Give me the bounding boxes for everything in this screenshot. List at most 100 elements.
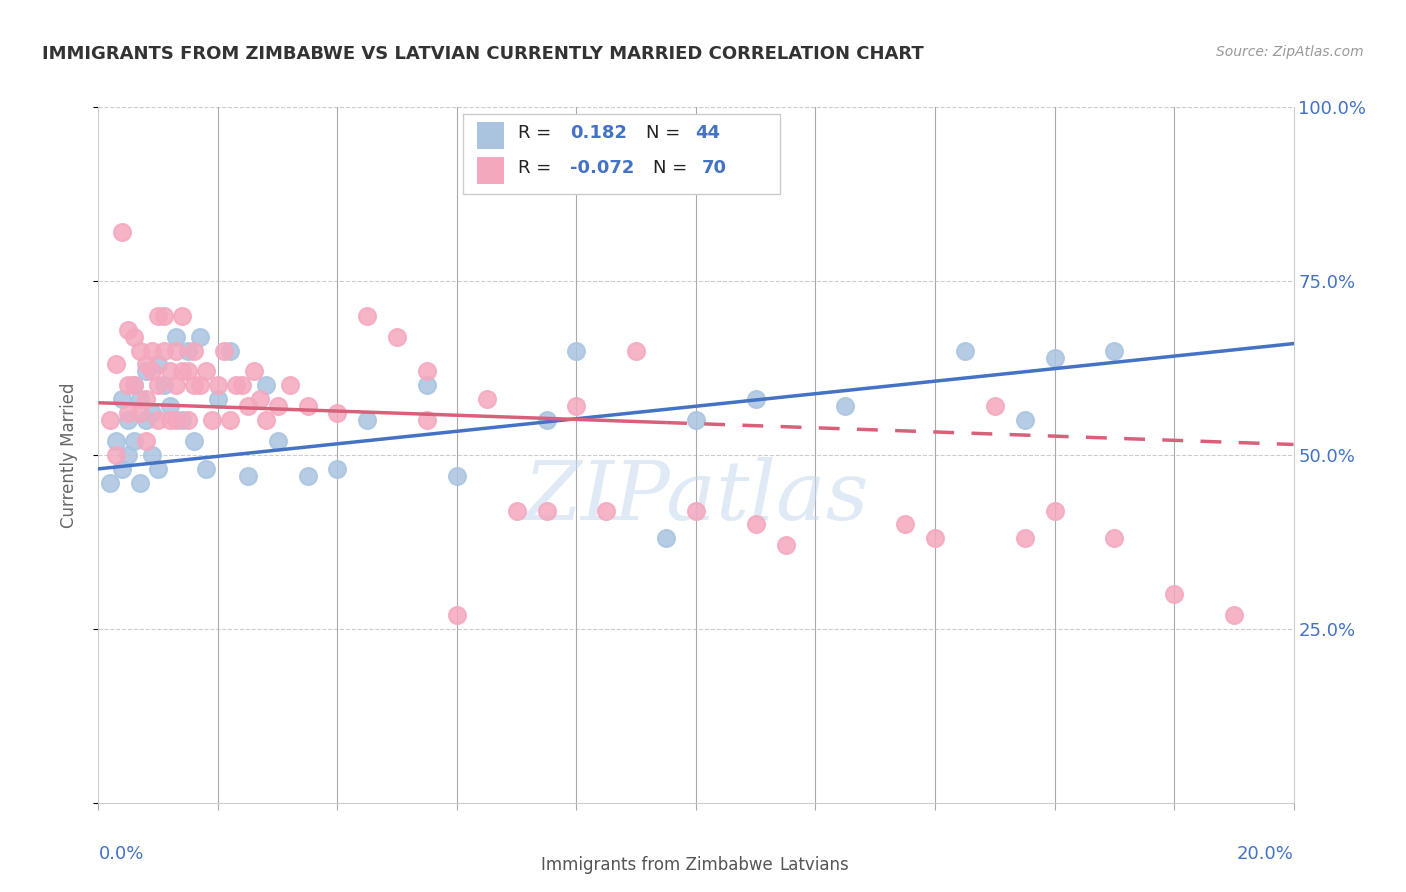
Point xyxy=(536,413,558,427)
Point xyxy=(236,399,259,413)
Point xyxy=(183,343,205,358)
Point xyxy=(153,343,176,358)
Bar xyxy=(477,122,503,149)
Point xyxy=(153,309,176,323)
Point xyxy=(267,434,290,448)
Bar xyxy=(738,855,773,876)
Point xyxy=(243,364,266,378)
Point xyxy=(148,378,170,392)
Text: R =: R = xyxy=(517,160,557,178)
Point xyxy=(183,378,205,392)
Point xyxy=(207,378,229,392)
Point xyxy=(117,413,139,427)
Point xyxy=(105,448,128,462)
Point xyxy=(1014,532,1036,546)
Point xyxy=(685,413,707,427)
Point xyxy=(117,378,139,392)
Bar xyxy=(499,855,534,876)
Point xyxy=(188,329,211,343)
Point xyxy=(356,309,378,323)
Point xyxy=(159,364,181,378)
Text: N =: N = xyxy=(652,160,693,178)
Point xyxy=(141,343,163,358)
Point xyxy=(124,329,146,343)
Point xyxy=(129,475,152,490)
Point xyxy=(536,503,558,517)
Point xyxy=(105,434,128,448)
Point xyxy=(117,448,139,462)
Point xyxy=(745,517,768,532)
Point xyxy=(231,378,253,392)
Point xyxy=(446,468,468,483)
Bar xyxy=(477,157,503,184)
Point xyxy=(135,434,157,448)
Point xyxy=(1043,503,1066,517)
Point xyxy=(129,406,152,420)
Point xyxy=(326,406,349,420)
Point xyxy=(416,378,439,392)
Point xyxy=(135,358,157,372)
Y-axis label: Currently Married: Currently Married xyxy=(59,382,77,528)
Point xyxy=(267,399,290,413)
Point xyxy=(111,462,134,476)
Point xyxy=(924,532,946,546)
Point xyxy=(105,358,128,372)
Point xyxy=(506,503,529,517)
Point xyxy=(141,364,163,378)
Text: Source: ZipAtlas.com: Source: ZipAtlas.com xyxy=(1216,45,1364,59)
Point xyxy=(745,392,768,407)
Point xyxy=(159,413,181,427)
Point xyxy=(254,413,277,427)
Point xyxy=(98,413,122,427)
Text: -0.072: -0.072 xyxy=(571,160,636,178)
Point xyxy=(207,392,229,407)
Point xyxy=(416,413,439,427)
Point xyxy=(297,468,319,483)
Point xyxy=(177,343,200,358)
Point xyxy=(117,406,139,420)
Point xyxy=(565,399,588,413)
Text: IMMIGRANTS FROM ZIMBABWE VS LATVIAN CURRENTLY MARRIED CORRELATION CHART: IMMIGRANTS FROM ZIMBABWE VS LATVIAN CURR… xyxy=(42,45,924,62)
Text: 44: 44 xyxy=(695,125,720,143)
Point xyxy=(148,462,170,476)
Point xyxy=(195,364,218,378)
Point xyxy=(356,413,378,427)
Point xyxy=(117,323,139,337)
Point xyxy=(1163,587,1185,601)
Point xyxy=(135,392,157,407)
Point xyxy=(129,392,152,407)
Text: Latvians: Latvians xyxy=(779,856,849,874)
Point xyxy=(183,434,205,448)
Text: R =: R = xyxy=(517,125,557,143)
Point xyxy=(195,462,218,476)
Point xyxy=(1043,351,1066,365)
Point xyxy=(219,343,242,358)
Point xyxy=(172,309,194,323)
Point xyxy=(124,434,146,448)
Text: Immigrants from Zimbabwe: Immigrants from Zimbabwe xyxy=(541,856,772,874)
Point xyxy=(141,406,163,420)
Point xyxy=(685,503,707,517)
Point xyxy=(1223,607,1246,622)
Point xyxy=(1014,413,1036,427)
Point xyxy=(165,343,187,358)
Text: 0.182: 0.182 xyxy=(571,125,627,143)
Point xyxy=(129,343,152,358)
Point xyxy=(124,378,146,392)
Point xyxy=(159,399,181,413)
Text: ZIPatlas: ZIPatlas xyxy=(523,457,869,537)
Point xyxy=(236,468,259,483)
Point xyxy=(201,413,224,427)
Point xyxy=(172,413,194,427)
Text: N =: N = xyxy=(645,125,686,143)
Point xyxy=(148,413,170,427)
Point xyxy=(326,462,349,476)
Point xyxy=(953,343,976,358)
Point xyxy=(894,517,917,532)
Point xyxy=(165,329,187,343)
Point xyxy=(135,364,157,378)
Point xyxy=(278,378,301,392)
Text: 0.0%: 0.0% xyxy=(98,845,143,863)
Text: 70: 70 xyxy=(702,160,727,178)
Point xyxy=(475,392,498,407)
